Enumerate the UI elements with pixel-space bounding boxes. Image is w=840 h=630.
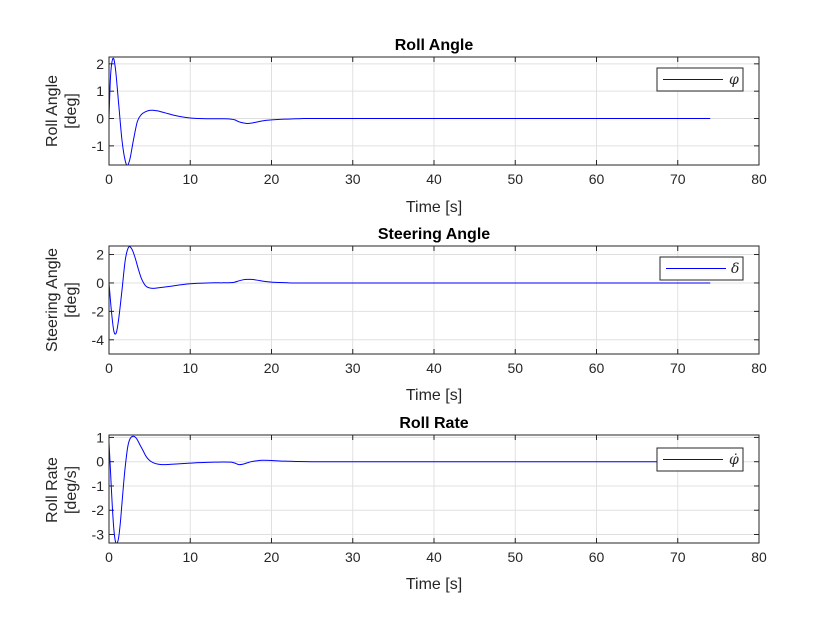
y-tick-label: -2: [92, 303, 105, 319]
x-tick-label: 50: [507, 360, 523, 376]
steering-angle-panel: Steering Angle Time [s] Steering Angle […: [44, 226, 767, 404]
y-tick-label: -1: [92, 478, 105, 494]
x-tick-label: 80: [751, 360, 767, 376]
x-tick-label: 30: [345, 360, 361, 376]
x-tick-label: 70: [670, 171, 686, 187]
y-tick-label: 2: [96, 247, 104, 263]
y-tick-label: -4: [92, 332, 105, 348]
y-tick-label: 0: [96, 111, 104, 127]
roll-rate-title: Roll Rate: [399, 415, 468, 432]
steering-angle-grid: [108, 246, 760, 354]
x-tick-label: 60: [589, 360, 605, 376]
roll-rate-ticks: 0 10 20 30 40 50 60 70 80 -3 -2 -1 0 1: [92, 429, 767, 565]
roll-angle-ticks: 0 10 20 30 40 50 60 70 80 -1 0 1 2: [92, 56, 767, 187]
x-tick-label: 0: [105, 549, 113, 565]
y-tick-label: -2: [92, 502, 105, 518]
steering-angle-plot-area: [108, 245, 760, 355]
series-line-0: [109, 246, 711, 335]
roll-rate-xlabel: Time [s]: [406, 576, 462, 593]
roll-rate-panel: Roll Rate Time [s] Roll Rate [deg/s] 0 10…: [44, 415, 767, 593]
x-tick-label: 40: [426, 171, 442, 187]
x-tick-label: 10: [182, 360, 198, 376]
y-tick-label: -3: [92, 527, 105, 543]
x-tick-label: 70: [670, 549, 686, 565]
legend-entry-delta: δ: [731, 261, 739, 277]
x-tick-label: 60: [589, 171, 605, 187]
series-line-0: [109, 435, 711, 543]
axes-box: [108, 245, 760, 355]
x-tick-label: 20: [264, 549, 280, 565]
roll-angle-ylabel-line1: Roll Angle: [44, 75, 61, 147]
x-tick-label: 10: [182, 549, 198, 565]
x-tick-label: 10: [182, 171, 198, 187]
steering-angle-xlabel: Time [s]: [406, 387, 462, 404]
x-tick-label: 80: [751, 171, 767, 187]
x-tick-label: 40: [426, 360, 442, 376]
x-tick-label: 0: [105, 171, 113, 187]
x-tick-label: 20: [264, 360, 280, 376]
x-tick-label: 50: [507, 171, 523, 187]
roll-angle-legend: φ: [656, 67, 744, 92]
x-tick-label: 70: [670, 360, 686, 376]
roll-rate-ylabel-line1: Roll Rate: [44, 457, 61, 523]
x-tick-label: 30: [345, 549, 361, 565]
roll-angle-xlabel: Time [s]: [406, 199, 462, 216]
steering-angle-title: Steering Angle: [378, 226, 490, 243]
legend-entry-phi: φ: [729, 72, 739, 88]
roll-rate-legend: φ̇: [656, 447, 744, 472]
roll-rate-ylabel-line2: [deg/s]: [63, 466, 80, 514]
legend-entry-phi-dot: φ̇: [729, 452, 739, 468]
y-tick-label: 0: [96, 454, 104, 470]
series-line-0: [109, 57, 711, 165]
x-tick-label: 50: [507, 549, 523, 565]
y-tick-label: 1: [96, 429, 104, 445]
x-tick-label: 20: [264, 171, 280, 187]
y-tick-label: 0: [96, 275, 104, 291]
axes-box: [108, 56, 760, 166]
x-tick-label: 60: [589, 549, 605, 565]
steering-angle-ylabel-line2: [deg]: [63, 282, 80, 318]
y-tick-label: 2: [96, 56, 104, 72]
roll-angle-panel: Roll Angle Time [s] Roll Angle [deg] 0 10…: [44, 37, 767, 216]
y-tick-label: 1: [96, 83, 104, 99]
x-tick-label: 80: [751, 549, 767, 565]
y-tick-label: -1: [92, 138, 105, 154]
steering-angle-legend: δ: [659, 256, 744, 281]
x-tick-label: 40: [426, 549, 442, 565]
roll-angle-title: Roll Angle: [395, 37, 474, 54]
x-tick-label: 0: [105, 360, 113, 376]
axes-box: [108, 434, 760, 544]
steering-angle-ylabel-line1: Steering Angle: [44, 248, 61, 352]
steering-angle-ticks: 0 10 20 30 40 50 60 70 80 -4 -2 0 2: [92, 246, 767, 376]
roll-rate-plot-area: [108, 434, 760, 544]
roll-angle-ylabel-line2: [deg]: [63, 93, 80, 129]
roll-angle-plot-area: [108, 56, 760, 166]
x-tick-label: 30: [345, 171, 361, 187]
